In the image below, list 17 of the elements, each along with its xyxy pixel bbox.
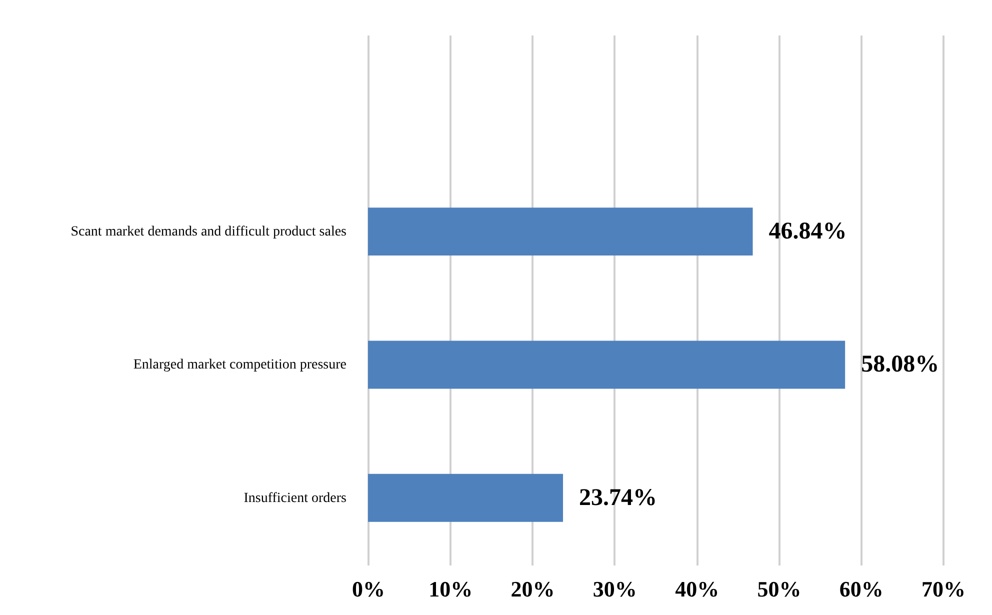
x-tick-label: 70% [922, 576, 966, 602]
x-tick-label: 50% [757, 576, 802, 602]
bar [368, 340, 846, 389]
x-tick-label: 0% [352, 576, 385, 602]
x-tick-label: 40% [675, 576, 720, 602]
data-label: 23.74% [579, 484, 658, 511]
x-tick-label: 30% [592, 576, 637, 602]
data-label: 46.84% [768, 218, 847, 245]
x-tick-label: 60% [839, 576, 884, 602]
bar [368, 208, 753, 256]
bar [368, 474, 564, 522]
data-label: 58.08% [861, 352, 940, 378]
x-tick-label: 20% [510, 576, 555, 602]
x-tick-label: 10% [428, 576, 473, 602]
y-tick-label: Scant market demands and difficult product sales [70, 224, 346, 240]
y-tick-label: Enlarged market competition pressure [133, 358, 346, 373]
y-tick-label: Insufficient orders [244, 490, 346, 506]
